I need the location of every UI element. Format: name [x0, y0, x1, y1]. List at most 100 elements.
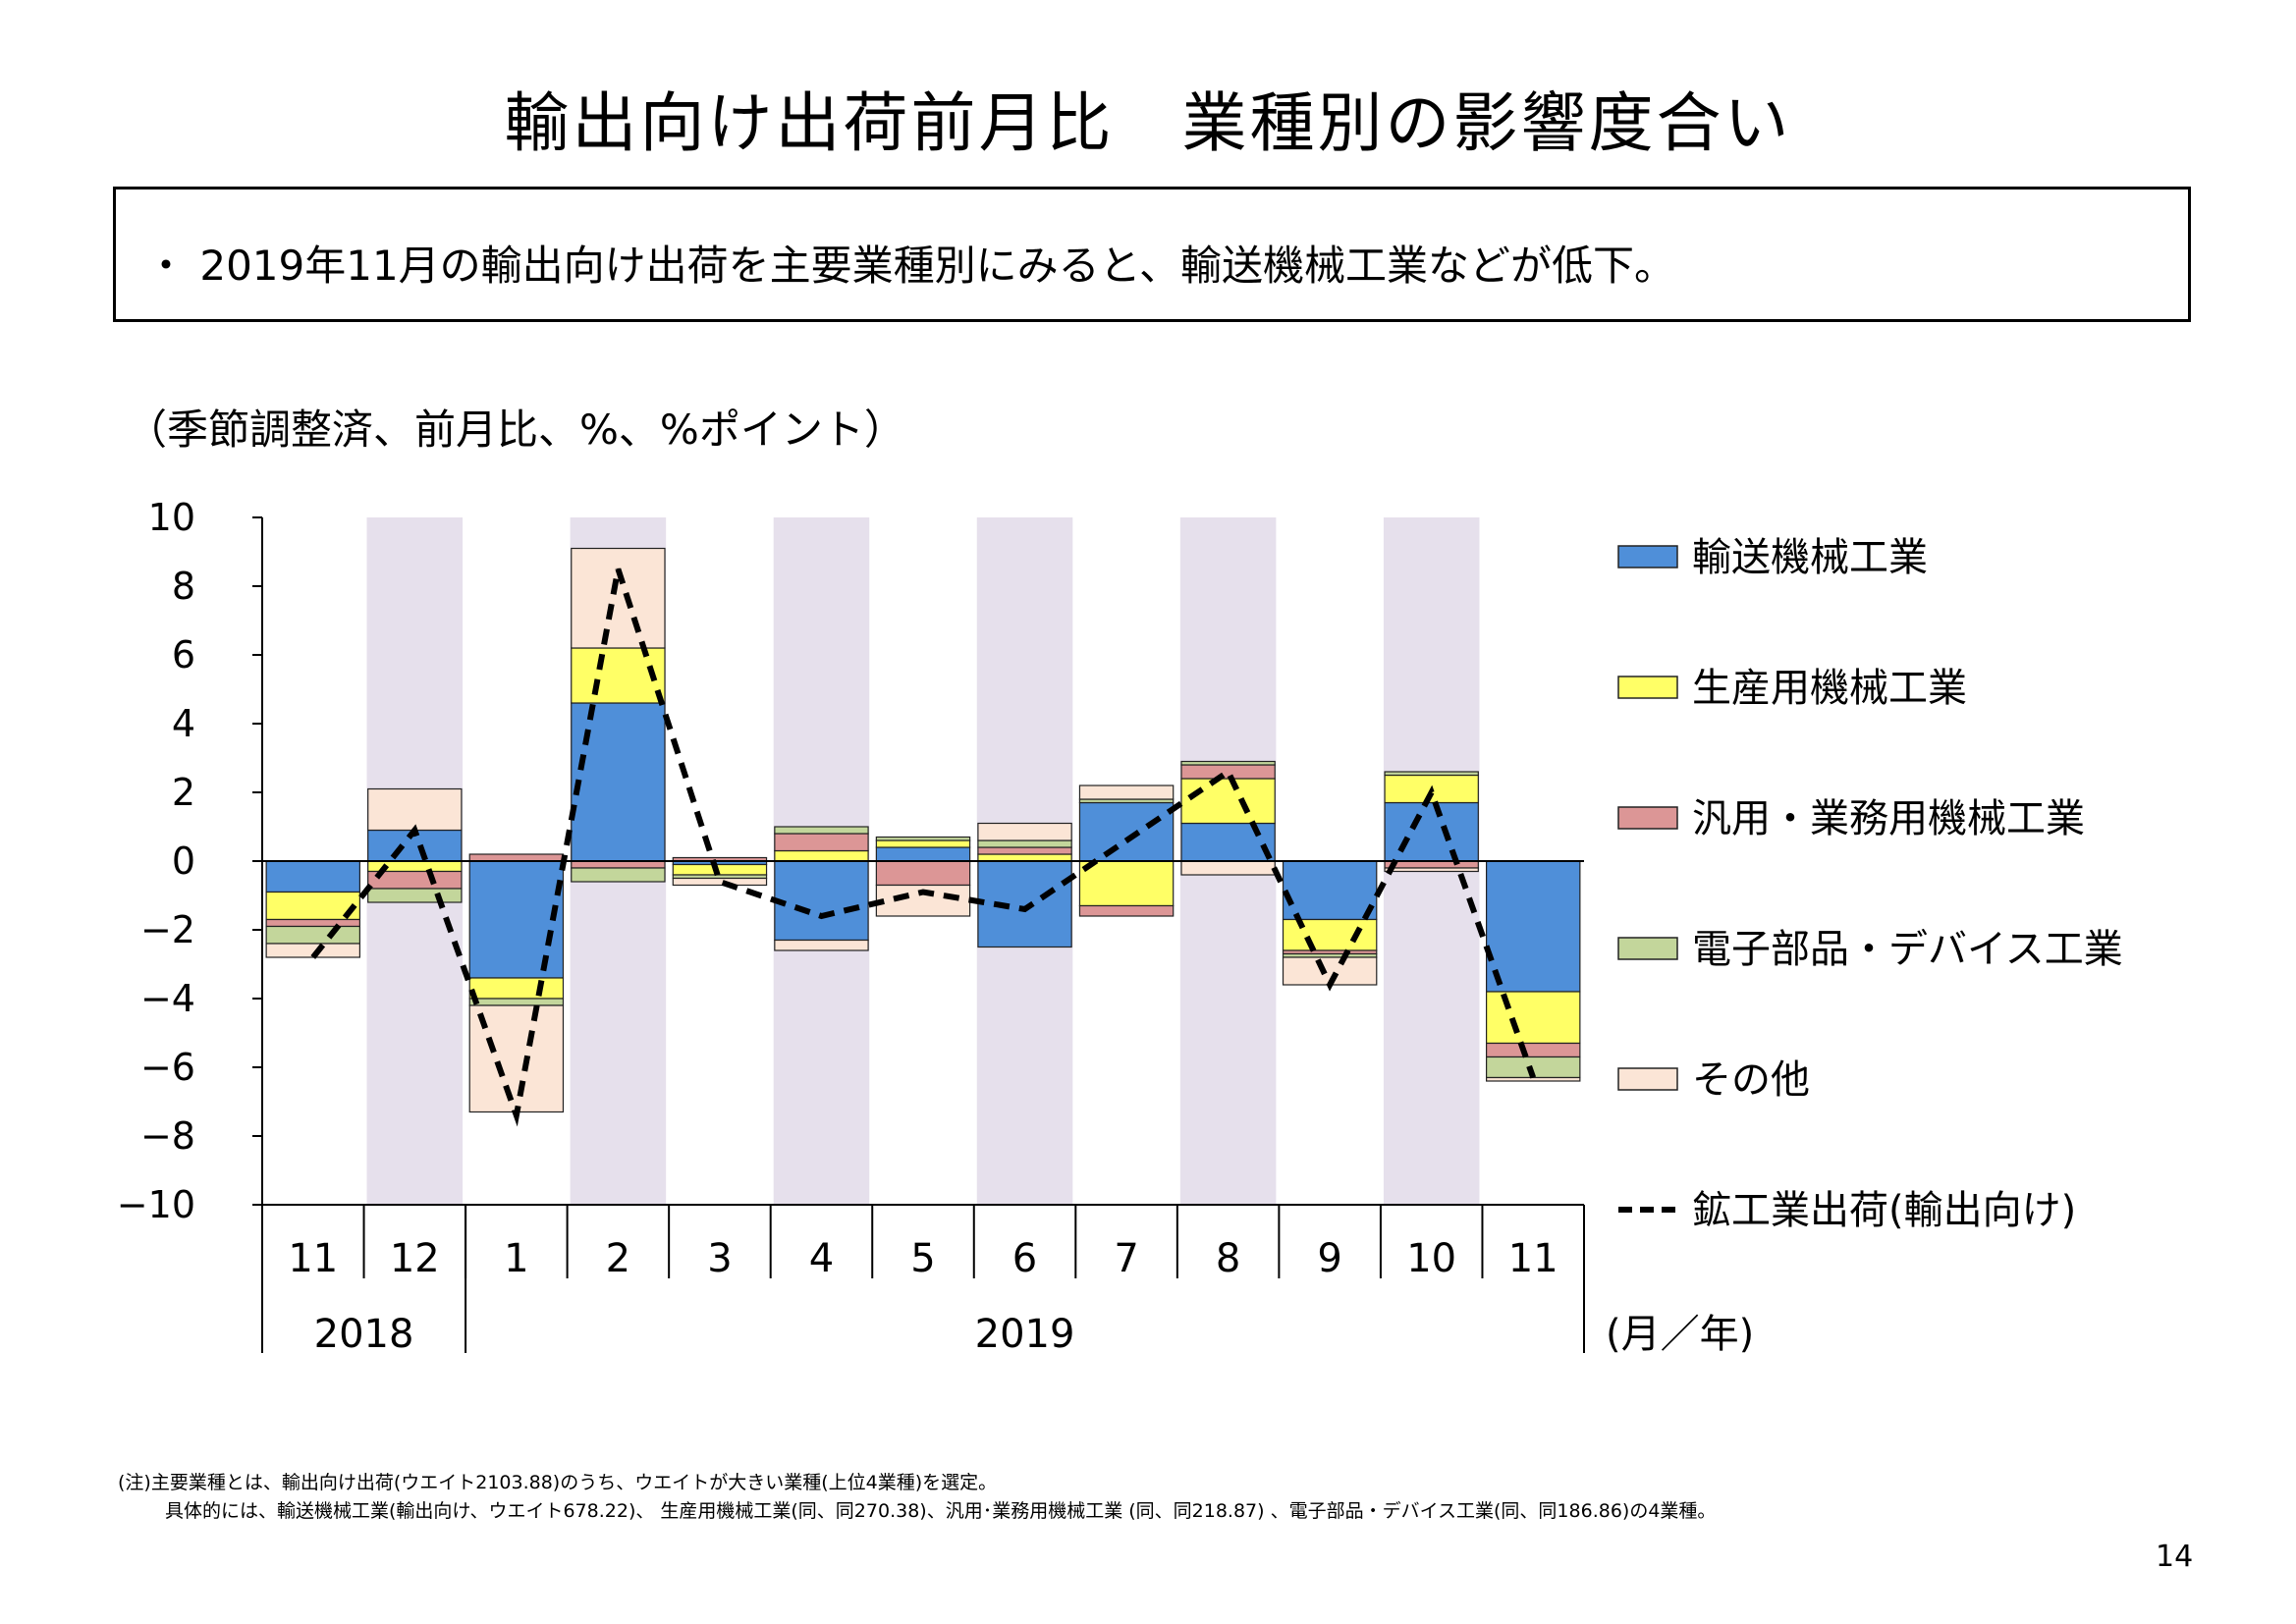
total-line — [310, 568, 1537, 1127]
bar-segment-5 — [1078, 785, 1175, 800]
x-tick-label: 6 — [1012, 1236, 1037, 1281]
bar-segment-1 — [571, 702, 666, 862]
bar-segment-1 — [1078, 801, 1175, 862]
bar-segment-3 — [875, 860, 971, 887]
bar-segment-2 — [1486, 991, 1581, 1045]
bar-segment-3 — [1078, 904, 1175, 917]
bar-segment-4 — [977, 839, 1072, 848]
y-tick-label: −8 — [140, 1114, 195, 1158]
x-tick-label: 9 — [1317, 1236, 1341, 1281]
bar-segment-1 — [1180, 822, 1276, 862]
bar-segment-3 — [265, 918, 360, 928]
bar-segment-4 — [1180, 760, 1276, 766]
bar-segment-4 — [468, 998, 565, 1006]
legend-swatch — [1617, 676, 1678, 699]
legend-label: その他 — [1692, 1057, 1810, 1103]
bar-segment-2 — [1078, 860, 1175, 907]
summary-box: ・ 2019年11月の輸出向け出荷を主要業種別にみると、輸送機械工業などが低下。 — [113, 187, 2191, 322]
bar-segment-4 — [774, 826, 869, 835]
bar-segment-5 — [1384, 867, 1479, 873]
bar-segments — [265, 547, 1581, 1113]
y-tick-label: −2 — [140, 908, 195, 951]
footnote-1: (注)主要業種とは、輸出向け出荷(ウエイト2103.88)のうち、ウエイトが大き… — [118, 1472, 998, 1493]
x-tick-label: 10 — [1406, 1236, 1456, 1281]
bar-segment-5 — [1180, 860, 1276, 876]
footnote-2: 具体的には、輸送機械工業(輸出向け、ウエイト678.22)、 生産用機械工業(同… — [165, 1500, 1717, 1522]
bar-segment-5 — [1486, 1076, 1581, 1082]
y-tick-label: 4 — [172, 702, 195, 745]
y-tick-label: 2 — [172, 771, 195, 814]
legend-swatch — [1617, 806, 1678, 830]
bar-segment-1 — [265, 860, 360, 893]
bar-segment-2 — [571, 647, 666, 704]
legend-label: 生産用機械工業 — [1692, 666, 1967, 711]
bar-segment-1 — [468, 860, 565, 979]
y-tick-label: 6 — [172, 633, 195, 677]
bar-segment-2 — [1180, 778, 1276, 825]
chart-unit-note: （季節調整済、前月比、%、%ポイント） — [126, 406, 905, 454]
bar-segment-5 — [977, 822, 1072, 841]
bar-segment-4 — [1384, 771, 1479, 777]
bar-segment-3 — [774, 833, 869, 852]
bar-segment-1 — [774, 860, 869, 942]
bar-segment-1 — [1486, 860, 1581, 993]
x-tick-label: 11 — [1508, 1236, 1558, 1281]
bar-segment-5 — [571, 547, 666, 649]
legend-label: 汎用・業務用機械工業 — [1692, 796, 2085, 841]
bar-segment-2 — [1282, 918, 1378, 951]
bar-segment-5 — [672, 877, 768, 887]
bar-segment-1 — [875, 846, 971, 862]
summary-text: ・ 2019年11月の輸出向け出荷を主要業種別にみると、輸送機械工業などが低下。 — [145, 242, 1676, 290]
legend-swatch — [1617, 937, 1678, 960]
legend-label: 電子部品・デバイス工業 — [1692, 927, 2123, 972]
legend-label: 鉱工業出荷(輸出向け) — [1692, 1188, 2076, 1233]
bar-segment-3 — [468, 853, 565, 862]
y-tick-labels: 10 8 6 4 2 0 −2 −4 −6 −8 −10 — [117, 496, 195, 1226]
bar-segment-3 — [1384, 860, 1479, 869]
y-tick-label: −6 — [140, 1046, 195, 1089]
bar-segment-5 — [367, 787, 463, 832]
bar-segment-2 — [977, 853, 1072, 862]
x-tick-label: 4 — [809, 1236, 834, 1281]
bar-segment-1 — [977, 860, 1072, 948]
bar-segment-2 — [875, 839, 971, 848]
bar-segment-3 — [1486, 1042, 1581, 1058]
x-tick-label: 2 — [606, 1236, 630, 1281]
legend-swatch — [1617, 1067, 1678, 1091]
x-unit-label: (月／年) — [1606, 1312, 1754, 1357]
bar-segment-4 — [571, 867, 666, 883]
bar-segment-3 — [977, 846, 1072, 855]
y-tick-label: 0 — [172, 839, 195, 883]
x-tick-label: 7 — [1114, 1236, 1138, 1281]
x-year-label: 2019 — [975, 1312, 1075, 1357]
y-tick-label: 8 — [172, 565, 195, 608]
bar-segment-4 — [265, 925, 360, 945]
x-year-label: 2018 — [314, 1312, 414, 1357]
x-tick-label: 3 — [707, 1236, 732, 1281]
bar-segment-2 — [774, 849, 869, 862]
x-tick-label: 11 — [288, 1236, 338, 1281]
x-tick-label: 12 — [390, 1236, 440, 1281]
x-tick-label: 1 — [504, 1236, 528, 1281]
x-tick-label: 8 — [1216, 1236, 1240, 1281]
total-line-path — [310, 568, 1537, 1127]
bar-segment-4 — [875, 836, 971, 841]
y-tick-label: −10 — [117, 1183, 195, 1226]
bar-segment-4 — [367, 888, 463, 903]
bar-segment-2 — [468, 977, 565, 1000]
bar-segment-1 — [1384, 801, 1479, 862]
bar-segment-3 — [571, 860, 666, 869]
axes — [252, 516, 1585, 1353]
legend-label: 輸送機械工業 — [1692, 535, 1928, 580]
y-tick-label: 10 — [148, 496, 195, 539]
legend-swatch — [1617, 545, 1678, 568]
x-tick-label: 5 — [910, 1236, 935, 1281]
page-title: 輸出向け出荷前月比 業種別の影響度合い — [504, 85, 1792, 161]
legend: 輸送機械工業生産用機械工業汎用・業務用機械工業電子部品・デバイス工業その他鉱工業… — [1617, 535, 2123, 1233]
bar-segment-1 — [1282, 860, 1378, 921]
page-number: 14 — [2156, 1540, 2194, 1574]
bar-segment-5 — [774, 939, 869, 951]
y-tick-label: −4 — [140, 977, 195, 1020]
